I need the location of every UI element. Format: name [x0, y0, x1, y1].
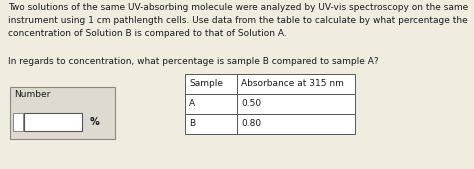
FancyBboxPatch shape	[13, 113, 23, 131]
Text: 0.50: 0.50	[241, 100, 261, 108]
Text: 0.80: 0.80	[241, 119, 261, 128]
Text: %: %	[90, 117, 100, 127]
FancyBboxPatch shape	[185, 94, 237, 114]
FancyBboxPatch shape	[10, 87, 115, 139]
FancyBboxPatch shape	[237, 114, 355, 134]
Text: Two solutions of the same UV-absorbing molecule were analyzed by UV-vis spectros: Two solutions of the same UV-absorbing m…	[8, 3, 468, 38]
FancyBboxPatch shape	[237, 94, 355, 114]
Text: B: B	[189, 119, 195, 128]
FancyBboxPatch shape	[237, 74, 355, 94]
FancyBboxPatch shape	[185, 114, 237, 134]
Text: Sample: Sample	[189, 79, 223, 89]
Text: A: A	[189, 100, 195, 108]
Text: In regards to concentration, what percentage is sample B compared to sample A?: In regards to concentration, what percen…	[8, 57, 379, 66]
FancyBboxPatch shape	[185, 74, 237, 94]
Text: Absorbance at 315 nm: Absorbance at 315 nm	[241, 79, 344, 89]
Text: Number: Number	[14, 90, 50, 99]
FancyBboxPatch shape	[24, 113, 82, 131]
